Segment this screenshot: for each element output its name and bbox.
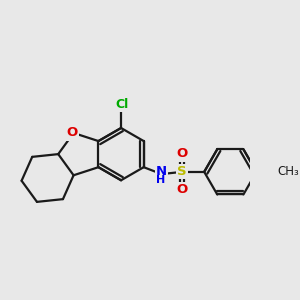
Text: O: O (177, 183, 188, 196)
Text: O: O (177, 148, 188, 160)
Text: H: H (156, 175, 165, 185)
Text: CH₃: CH₃ (277, 165, 299, 178)
Text: N: N (156, 165, 167, 178)
Text: O: O (67, 127, 78, 140)
Text: Cl: Cl (116, 98, 129, 111)
Text: S: S (177, 165, 187, 178)
